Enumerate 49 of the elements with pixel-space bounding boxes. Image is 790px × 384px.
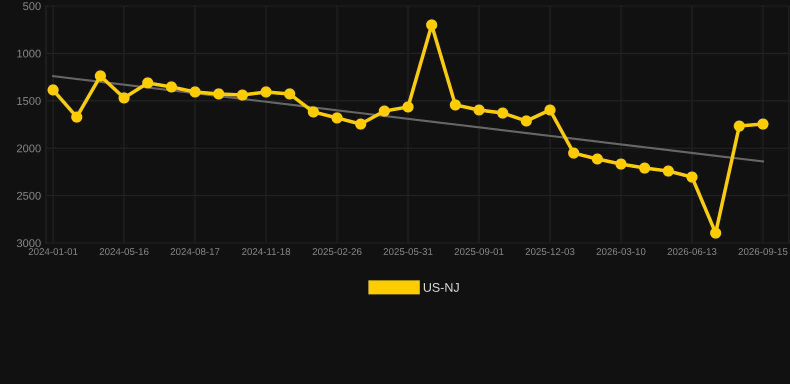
point [686,171,698,183]
x-tick-label: 2025-09-01 [454,248,504,255]
point [426,19,438,31]
point [710,227,722,239]
x-tick-label: 2025-05-31 [384,248,432,255]
x-tick-label: 2026-03-10 [596,248,646,255]
point [568,147,580,159]
point [450,99,461,111]
point [331,112,343,124]
point [284,88,296,100]
point [639,162,650,174]
y-tick-label: 1000 [17,50,41,58]
y-tick-label: 1500 [17,97,41,105]
point [48,84,59,96]
x-tick-label: 2024-05-16 [100,248,149,255]
x-tick-label: 2025-12-03 [526,248,574,255]
point [544,104,556,116]
point [118,92,130,104]
point [213,88,224,100]
point [402,101,414,113]
point [734,120,745,132]
point [71,111,82,123]
x-tick-label: 2026-09-15 [738,248,788,255]
point [236,89,248,101]
x-tick-label: 2026-06-13 [668,248,716,255]
x-tick-label: 2024-01-01 [28,248,78,255]
point [615,158,627,170]
point [308,106,319,118]
x-tick-label: 2024-11-18 [242,248,290,255]
point [190,86,201,98]
point [260,86,272,98]
point [166,81,177,93]
point [94,70,106,82]
x-tick-label: 2025-02-26 [312,248,362,255]
point [378,105,390,117]
y-tick-label: 2500 [16,192,41,200]
point [520,115,532,127]
y-tick-label: 3000 [16,239,41,248]
point [757,118,769,130]
point [662,165,674,177]
y-tick-label: 2000 [16,144,41,152]
point [473,104,485,116]
point [497,107,508,119]
y-tick-label: 500 [23,2,41,10]
legend-label: US-NJ [424,283,459,292]
point [592,153,603,165]
point [355,118,366,130]
point [142,77,154,89]
x-tick-label: 2024-08-17 [170,248,220,255]
